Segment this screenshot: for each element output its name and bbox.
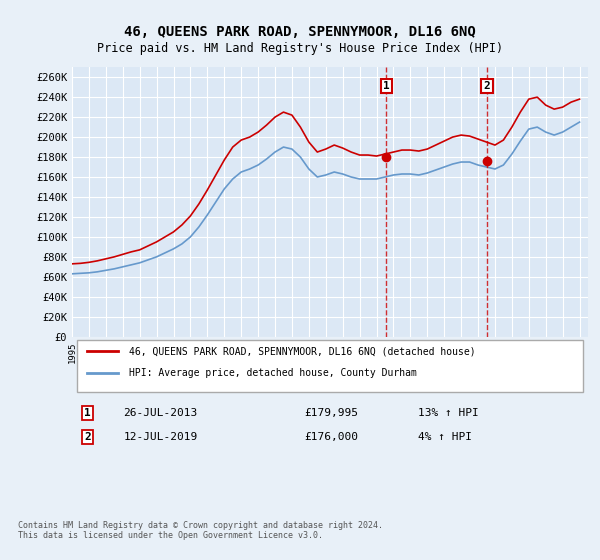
Text: 13% ↑ HPI: 13% ↑ HPI bbox=[418, 408, 478, 418]
Text: Contains HM Land Registry data © Crown copyright and database right 2024.
This d: Contains HM Land Registry data © Crown c… bbox=[18, 521, 383, 540]
Text: 2: 2 bbox=[484, 81, 490, 91]
Text: 12-JUL-2019: 12-JUL-2019 bbox=[124, 432, 198, 442]
Text: 1: 1 bbox=[84, 408, 91, 418]
Text: HPI: Average price, detached house, County Durham: HPI: Average price, detached house, Coun… bbox=[129, 368, 416, 379]
Text: 46, QUEENS PARK ROAD, SPENNYMOOR, DL16 6NQ (detached house): 46, QUEENS PARK ROAD, SPENNYMOOR, DL16 6… bbox=[129, 347, 475, 356]
Text: Price paid vs. HM Land Registry's House Price Index (HPI): Price paid vs. HM Land Registry's House … bbox=[97, 42, 503, 55]
Text: £176,000: £176,000 bbox=[304, 432, 358, 442]
Text: £179,995: £179,995 bbox=[304, 408, 358, 418]
Text: 1: 1 bbox=[383, 81, 389, 91]
Text: 26-JUL-2013: 26-JUL-2013 bbox=[124, 408, 198, 418]
FancyBboxPatch shape bbox=[77, 340, 583, 392]
Text: 2: 2 bbox=[84, 432, 91, 442]
Text: 46, QUEENS PARK ROAD, SPENNYMOOR, DL16 6NQ: 46, QUEENS PARK ROAD, SPENNYMOOR, DL16 6… bbox=[124, 25, 476, 39]
Text: 4% ↑ HPI: 4% ↑ HPI bbox=[418, 432, 472, 442]
